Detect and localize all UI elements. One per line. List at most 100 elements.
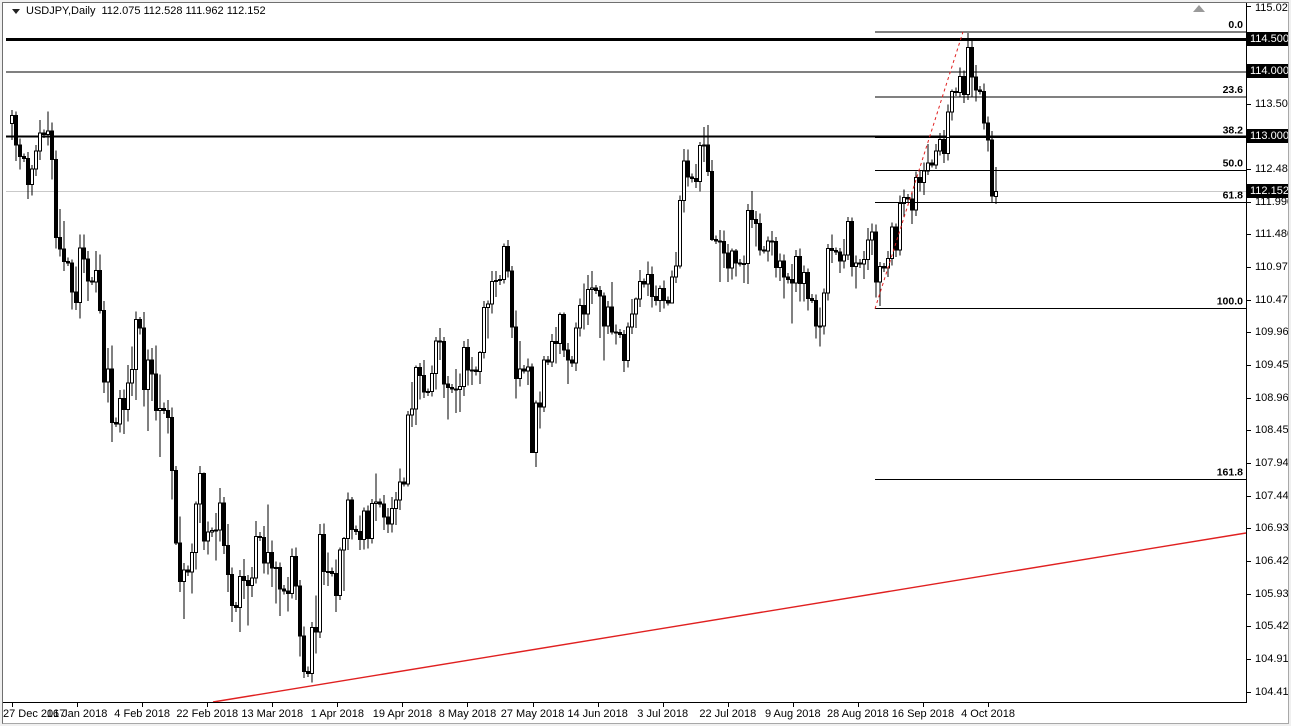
date-tick-label: 3 Jul 2018 <box>637 708 689 720</box>
price-tick-label: 110.475 <box>1255 293 1291 306</box>
candle-body <box>510 270 514 328</box>
fib-retracement[interactable]: 0.0 23.6 38.2 50.0 61.8 100.0 161.8 <box>874 19 1246 481</box>
candle-body <box>22 156 26 160</box>
candle-body <box>726 252 730 269</box>
candle-body <box>102 310 106 383</box>
date-tick <box>532 703 534 707</box>
date-tick <box>792 703 794 707</box>
date-tick <box>857 703 859 707</box>
candle-body <box>242 576 246 581</box>
candle-body <box>514 326 518 380</box>
candle-body <box>450 387 454 390</box>
candle-body <box>350 499 354 530</box>
candle-body <box>742 262 746 265</box>
price-tick-label: 107.940 <box>1255 457 1291 470</box>
candle-body <box>526 366 530 372</box>
candle-body <box>370 502 374 539</box>
candle-body <box>398 481 402 501</box>
candle-body <box>818 325 822 328</box>
chart-shift-marker-icon[interactable] <box>1193 5 1205 12</box>
candle-body <box>30 168 34 186</box>
date-tick <box>207 703 209 707</box>
candle-body <box>974 76 978 91</box>
candle-body <box>66 261 70 264</box>
candle-body <box>934 150 938 166</box>
candle-body <box>10 114 14 125</box>
candle-body <box>942 138 946 154</box>
price-box-112.152: 112.152 <box>1247 184 1290 199</box>
candle-body <box>230 574 234 607</box>
price-tick <box>1247 430 1251 432</box>
candle-body <box>910 198 914 211</box>
candle-body <box>34 150 38 170</box>
trend-line[interactable] <box>212 532 1247 703</box>
price-tick-label: 108.960 <box>1255 391 1291 404</box>
candle-body <box>958 76 962 94</box>
candle-body <box>562 314 566 351</box>
price-tick-label: 109.965 <box>1255 326 1291 339</box>
date-tick-label: 8 May 2018 <box>438 708 497 720</box>
candle-body <box>738 262 742 265</box>
candle-body <box>906 196 910 200</box>
price-tick-label: 115.020 <box>1255 2 1291 14</box>
candle-body <box>718 240 722 243</box>
candle-body <box>274 566 278 569</box>
date-tick-label: 9 Aug 2018 <box>764 708 821 720</box>
candle-body <box>538 402 542 408</box>
candle-body <box>646 273 650 285</box>
candle-body <box>698 145 702 182</box>
candle-body <box>670 276 674 304</box>
price-tick <box>1247 169 1251 171</box>
candle-body <box>598 290 602 297</box>
price-axis[interactable]: 115.020 113.505 112.485 111.990 111.480 110.9… <box>1246 2 1291 703</box>
candle-body <box>810 297 814 301</box>
candle-body <box>18 144 22 158</box>
date-tick-label: 4 Feb 2018 <box>114 708 170 720</box>
candle-body <box>654 295 658 301</box>
candle-body <box>170 416 174 471</box>
symbol-period-label: USDJPY,Daily <box>26 5 96 17</box>
candle-body <box>178 542 182 583</box>
candle-body <box>278 566 282 590</box>
candle-body <box>134 319 138 371</box>
time-axis[interactable]: 27 Dec 2017 16 Jan 2018 4 Feb 2018 22 Feb 2… <box>2 702 1289 725</box>
candle-body <box>246 579 250 587</box>
date-tick <box>337 703 339 707</box>
candle-body <box>326 570 330 573</box>
fib-label-0.0: 0.0 <box>1228 19 1243 31</box>
price-tick <box>1247 561 1251 563</box>
candle-body <box>46 130 50 136</box>
candle-body <box>874 231 878 283</box>
candle-body <box>938 138 942 152</box>
candle-body <box>662 288 666 301</box>
candle-body <box>554 341 558 345</box>
candle-body <box>982 90 986 124</box>
date-tick-label: 19 Apr 2018 <box>372 708 433 720</box>
candle-body <box>638 281 642 300</box>
candle-body <box>42 132 46 136</box>
fib-diagonal-dashed[interactable] <box>874 31 964 309</box>
symbol-dropdown-icon <box>12 8 20 14</box>
candle-body <box>766 240 770 252</box>
candle-body <box>578 304 582 329</box>
candle-body <box>142 327 146 391</box>
date-tick-label: 16 Sep 2018 <box>891 708 955 720</box>
candle-body <box>774 240 778 268</box>
candle-body <box>26 158 30 186</box>
candle-body <box>62 248 66 263</box>
candle-body <box>198 473 202 505</box>
candle-body <box>386 516 390 525</box>
candle-body <box>114 422 118 425</box>
candle-body <box>174 469 178 544</box>
candle-body <box>310 627 314 675</box>
candle-body <box>994 191 998 198</box>
fib-label-100.0: 100.0 <box>1217 296 1243 308</box>
candle-body <box>522 368 526 372</box>
price-box-114.500: 114.500 <box>1247 32 1290 47</box>
candle-body <box>202 473 206 542</box>
candle-body <box>466 347 470 371</box>
date-tick <box>597 703 599 707</box>
candle-body <box>730 250 734 269</box>
candle-body <box>186 569 190 573</box>
